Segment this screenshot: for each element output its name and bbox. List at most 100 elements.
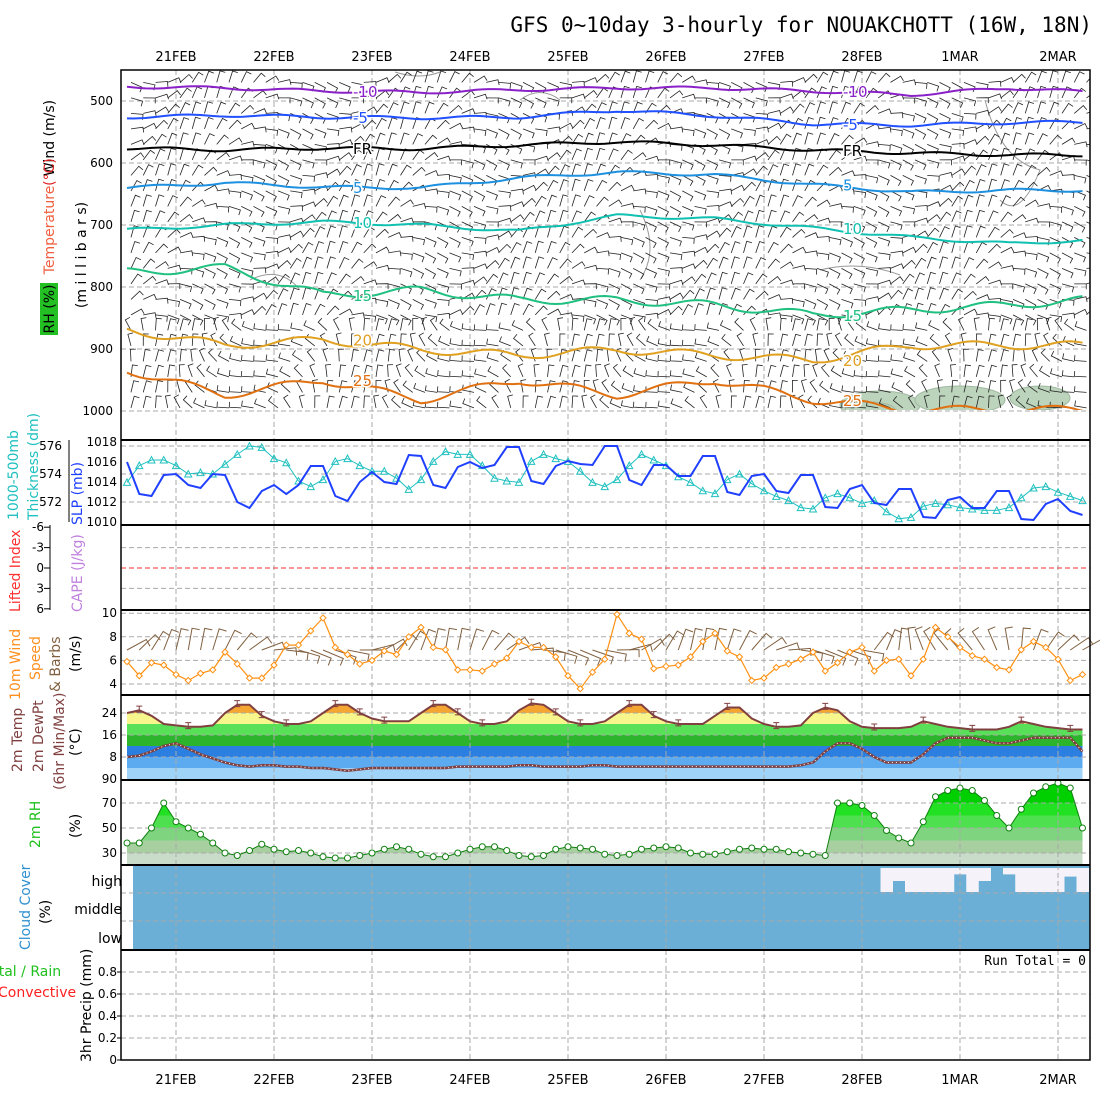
wind-barb [626,332,634,347]
wind-barb [669,339,683,347]
wind-barb [792,179,802,192]
isotherm-label: 5 [353,179,363,197]
wind-barb [178,364,185,377]
wind10m-barb [923,626,936,651]
rh2m-point [711,850,719,858]
wind-barb [461,267,475,274]
wind-barb [253,323,266,331]
wind-barb [363,261,378,269]
wind-barb [217,350,230,362]
tick-label: 70 [102,796,117,810]
temp-band [127,757,1083,768]
isotherm-label: 5 [843,177,853,195]
wind-barb [988,106,1002,114]
wind-barb [694,128,707,139]
wind-barb [547,194,557,207]
wind-barb [596,283,609,293]
wind-barb [375,77,390,83]
wind-barb [779,364,789,378]
day-label-top: 23FEB [351,50,392,65]
wind-barb [326,155,341,162]
wind-barb [486,175,498,186]
wind-barb [424,385,438,393]
wind-barb [926,256,937,269]
wind-barb [302,287,312,300]
wind-barb [216,170,231,176]
thickness-point [722,475,732,484]
rh2m-point [932,793,939,801]
wind-barb [902,221,916,228]
wind-barb [289,257,302,269]
thickness-axis-label-2: Thickness (dm) [26,413,42,521]
wind-barb [204,283,216,295]
wind-barb [804,318,814,331]
rh2m-point [870,812,878,819]
wind-barb [682,159,694,171]
wind-barb [155,395,162,408]
wind-barb [338,348,345,362]
wind-barb [1040,348,1051,362]
wind-barb [571,380,580,393]
wind-barb [951,128,965,136]
wind-barb [706,287,716,300]
wind10m-barb [1020,627,1031,651]
wind-barb [201,332,208,346]
wind10m-speed-point [172,670,180,679]
wind-barb [437,312,451,319]
wind-barb [694,190,707,201]
rh2m-point [356,852,364,859]
wind-barb [1037,149,1050,161]
wind-barb [1037,85,1047,99]
wind-barb [865,296,880,303]
wind10m-barb [506,636,530,651]
wind-barb [547,179,559,192]
wind-barb [988,80,1002,87]
wind-barb [914,113,927,124]
wind-barb [890,112,904,119]
wind-barb [975,225,986,238]
wind-barb [198,347,205,362]
wind-barb [975,333,982,346]
wind-barb [498,205,512,212]
wind-barb [228,370,242,378]
wind-barb [187,363,194,378]
wind-barb [584,90,598,99]
wind10m-speed-point [1054,655,1062,663]
wind-barb [1012,147,1022,161]
wind-barb [1012,268,1026,275]
wind-barb [828,317,835,331]
wind-barb [520,379,527,393]
wind-barb [767,312,782,319]
wind-barb [338,273,351,285]
wind-barb [804,196,817,207]
thickness-point [1053,487,1063,496]
wind-barb [939,241,949,254]
wind-barb [571,178,581,192]
wind10m-barb [914,626,924,651]
high-cloud-gap [880,868,893,892]
thickness-point [918,501,928,510]
minmax-bar [234,700,241,708]
wind-barb [265,221,278,231]
wind-barb [155,81,169,87]
thickness-point [269,454,279,463]
wind-barb [779,133,792,145]
minmax-bar [1067,724,1074,732]
wind-barb [522,395,529,408]
wind-barb [351,209,361,223]
tick-label: 700 [90,218,113,232]
wind-barb [669,190,682,202]
wind-barb [853,386,867,393]
wind-barb [277,190,290,201]
wind10m-unit-label: (m/s) [68,635,84,672]
wind-barb [767,97,781,104]
wind-barb [804,349,812,362]
wind-barb [571,333,580,346]
rh2m-point [148,824,155,832]
high-cloud-gap [978,868,991,881]
wind-barb [167,211,180,223]
wind-barb [620,314,633,325]
wind10m-barb [273,647,298,656]
wind-barb [290,175,303,185]
wind-barb [142,241,154,254]
